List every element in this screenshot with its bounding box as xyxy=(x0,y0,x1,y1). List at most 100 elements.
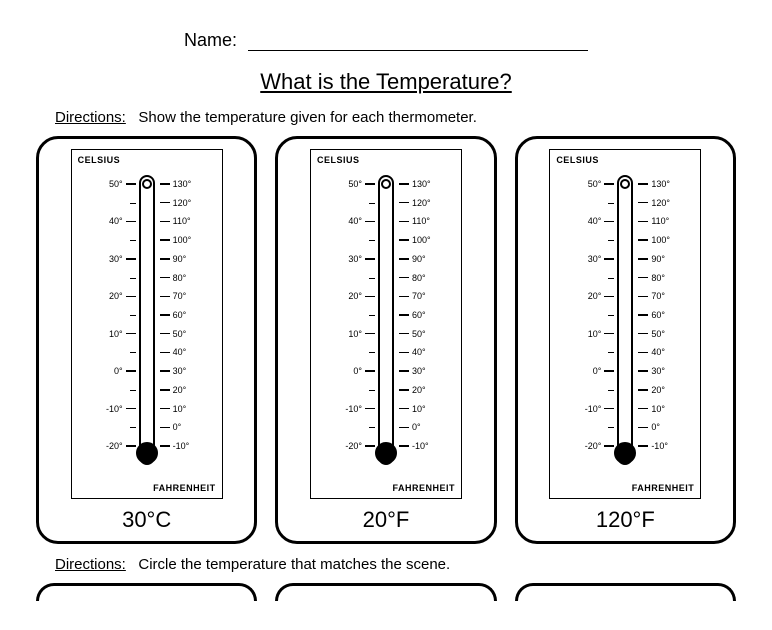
fahrenheit-tick-label: 120° xyxy=(651,198,670,208)
celsius-tick: -10° xyxy=(82,404,136,414)
minor-tick-icon xyxy=(130,390,136,391)
tick-mark-icon xyxy=(638,352,648,354)
celsius-tick: 40° xyxy=(82,216,136,226)
fahrenheit-tick: 70° xyxy=(638,291,694,301)
fahrenheit-tick: 80° xyxy=(638,273,694,283)
tick-mark-icon xyxy=(604,333,614,335)
card-peek xyxy=(515,583,736,601)
fahrenheit-scale: 130°120°110°100°90°80°70°60°50°40°30°20°… xyxy=(399,184,455,446)
tube-cap-icon xyxy=(142,179,152,189)
celsius-tick: 10° xyxy=(82,329,136,339)
fahrenheit-tick: 10° xyxy=(638,404,694,414)
celsius-tick: 0° xyxy=(560,366,614,376)
thermometer-card: CELSIUSFAHRENHEIT50°40°30°20°10°0°-10°-2… xyxy=(515,136,736,544)
tick-mark-icon xyxy=(160,370,170,372)
tick-mark-icon xyxy=(399,427,409,429)
fahrenheit-tick: 130° xyxy=(399,179,455,189)
fahrenheit-tick: 0° xyxy=(399,422,455,432)
fahrenheit-tick-label: 30° xyxy=(651,366,665,376)
name-field-row: Name: xyxy=(30,30,742,51)
name-label: Name: xyxy=(184,30,237,50)
fahrenheit-tick: 40° xyxy=(638,347,694,357)
directions-1-label: Directions: xyxy=(55,109,126,126)
tick-mark-icon xyxy=(604,445,614,447)
fahrenheit-tick-label: 60° xyxy=(651,310,665,320)
minor-tick-icon xyxy=(608,352,614,353)
celsius-tick: 20° xyxy=(82,291,136,301)
tick-mark-icon xyxy=(399,352,409,354)
tick-mark-icon xyxy=(638,183,648,185)
fahrenheit-tick-label: 0° xyxy=(651,422,660,432)
fahrenheit-tick: 30° xyxy=(638,366,694,376)
tick-mark-icon xyxy=(160,277,170,279)
fahrenheit-tick: 130° xyxy=(160,179,216,189)
celsius-tick: 20° xyxy=(560,291,614,301)
fahrenheit-tick-label: 120° xyxy=(412,198,431,208)
celsius-tick: 50° xyxy=(560,179,614,189)
celsius-tick-label: 30° xyxy=(588,254,602,264)
minor-tick-icon xyxy=(608,278,614,279)
bulb-icon xyxy=(614,442,636,464)
tick-mark-icon xyxy=(604,258,614,260)
tick-mark-icon xyxy=(160,239,170,241)
tick-mark-icon xyxy=(638,239,648,241)
fahrenheit-tick-label: 70° xyxy=(173,291,187,301)
celsius-tick-label: 40° xyxy=(109,216,123,226)
fahrenheit-tick: 110° xyxy=(638,216,694,226)
tick-mark-icon xyxy=(160,333,170,335)
tick-mark-icon xyxy=(638,370,648,372)
fahrenheit-tick: -10° xyxy=(160,441,216,451)
thermometer-tube xyxy=(617,175,633,465)
tick-mark-icon xyxy=(126,258,136,260)
celsius-tick-label: 0° xyxy=(353,366,362,376)
celsius-tick-label: -20° xyxy=(106,441,123,451)
celsius-tick-label: 20° xyxy=(588,291,602,301)
fahrenheit-tick: 10° xyxy=(399,404,455,414)
tick-mark-icon xyxy=(399,408,409,410)
fahrenheit-tick: 80° xyxy=(399,273,455,283)
fahrenheit-tick: 0° xyxy=(638,422,694,432)
fahrenheit-tick: 70° xyxy=(160,291,216,301)
tick-mark-icon xyxy=(126,408,136,410)
fahrenheit-tick-label: 130° xyxy=(173,179,192,189)
minor-tick-icon xyxy=(369,427,375,428)
fahrenheit-tick-label: 130° xyxy=(651,179,670,189)
thermometer-tube xyxy=(378,175,394,465)
minor-tick-icon xyxy=(608,203,614,204)
tick-mark-icon xyxy=(638,445,648,447)
tick-mark-icon xyxy=(160,427,170,429)
fahrenheit-tick-label: 80° xyxy=(651,273,665,283)
celsius-tick-label: -20° xyxy=(585,441,602,451)
fahrenheit-tick-label: 70° xyxy=(651,291,665,301)
celsius-tick-label: 50° xyxy=(588,179,602,189)
tick-mark-icon xyxy=(126,221,136,223)
tick-mark-icon xyxy=(365,408,375,410)
tick-mark-icon xyxy=(160,183,170,185)
fahrenheit-tick-label: 90° xyxy=(173,254,187,264)
answer-temperature: 20°F xyxy=(363,507,410,533)
celsius-tick-label: 40° xyxy=(588,216,602,226)
fahrenheit-tick: 130° xyxy=(638,179,694,189)
fahrenheit-tick-label: 20° xyxy=(412,385,426,395)
celsius-tick-label: 10° xyxy=(109,329,123,339)
fahrenheit-tick: 90° xyxy=(399,254,455,264)
fahrenheit-tick-label: 90° xyxy=(412,254,426,264)
tick-mark-icon xyxy=(399,239,409,241)
directions-1: Directions: Show the temperature given f… xyxy=(55,109,742,126)
celsius-scale: 50°40°30°20°10°0°-10°-20° xyxy=(321,184,375,446)
minor-tick-icon xyxy=(369,315,375,316)
fahrenheit-tick: 120° xyxy=(160,198,216,208)
fahrenheit-tick: 50° xyxy=(160,329,216,339)
tick-mark-icon xyxy=(126,370,136,372)
tick-mark-icon xyxy=(604,370,614,372)
minor-tick-icon xyxy=(608,427,614,428)
tick-mark-icon xyxy=(126,296,136,298)
tick-mark-icon xyxy=(399,333,409,335)
celsius-tick-label: -10° xyxy=(345,404,362,414)
celsius-tick-label: -20° xyxy=(345,441,362,451)
celsius-scale: 50°40°30°20°10°0°-10°-20° xyxy=(82,184,136,446)
fahrenheit-tick-label: 70° xyxy=(412,291,426,301)
fahrenheit-tick: 90° xyxy=(160,254,216,264)
minor-tick-icon xyxy=(369,352,375,353)
celsius-tick-label: 40° xyxy=(348,216,362,226)
